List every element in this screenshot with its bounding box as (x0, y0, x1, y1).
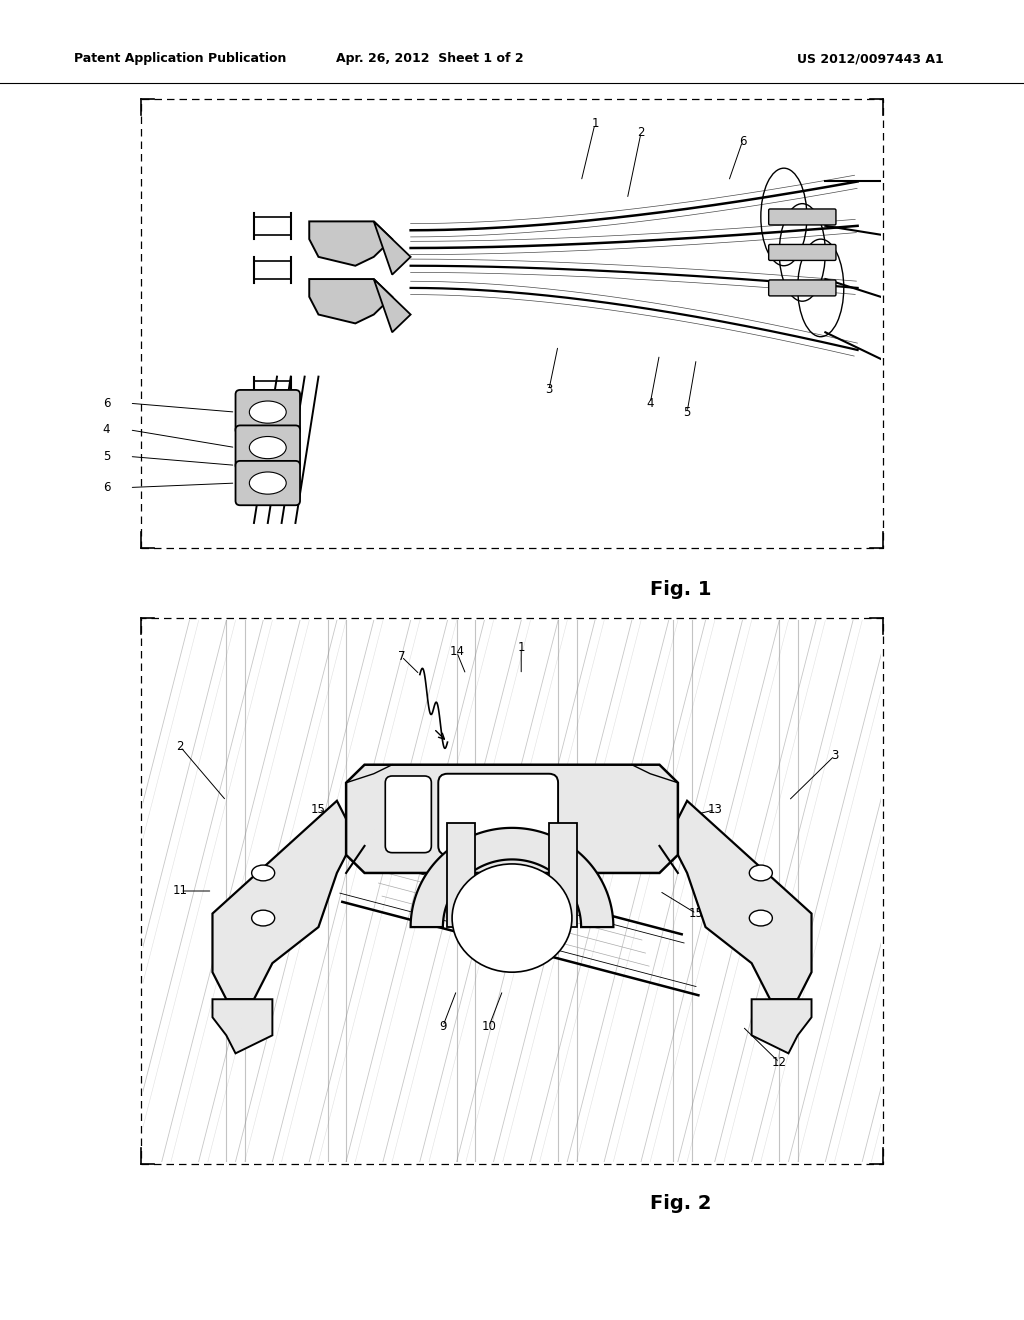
FancyBboxPatch shape (769, 244, 836, 260)
Polygon shape (447, 824, 475, 927)
Text: 15: 15 (689, 907, 703, 920)
Polygon shape (411, 828, 613, 927)
Polygon shape (309, 222, 392, 265)
FancyBboxPatch shape (236, 389, 300, 434)
Ellipse shape (750, 911, 772, 925)
Polygon shape (669, 801, 811, 999)
Text: 4: 4 (646, 397, 654, 409)
Ellipse shape (453, 863, 571, 972)
Ellipse shape (250, 401, 287, 424)
Text: 5: 5 (102, 450, 111, 463)
Polygon shape (752, 999, 811, 1053)
Polygon shape (213, 801, 355, 999)
Polygon shape (346, 801, 365, 855)
Text: 9: 9 (439, 1020, 446, 1032)
Text: 2: 2 (176, 741, 184, 754)
Text: 1: 1 (591, 117, 599, 131)
Text: 3: 3 (545, 383, 553, 396)
Text: Fig. 2: Fig. 2 (650, 1195, 712, 1213)
Bar (141, 618, 883, 1164)
Text: 15: 15 (311, 804, 326, 816)
Text: Patent Application Publication: Patent Application Publication (74, 53, 286, 65)
Ellipse shape (252, 911, 274, 925)
Text: 6: 6 (102, 480, 111, 494)
Text: 13: 13 (708, 804, 722, 816)
FancyBboxPatch shape (385, 776, 431, 853)
FancyBboxPatch shape (236, 461, 300, 506)
Polygon shape (213, 999, 272, 1053)
FancyBboxPatch shape (236, 425, 300, 470)
Text: Apr. 26, 2012  Sheet 1 of 2: Apr. 26, 2012 Sheet 1 of 2 (336, 53, 524, 65)
Polygon shape (346, 764, 678, 873)
Polygon shape (374, 279, 411, 333)
Text: US 2012/0097443 A1: US 2012/0097443 A1 (797, 53, 944, 65)
Polygon shape (659, 801, 678, 855)
Text: 6: 6 (102, 397, 111, 409)
Text: 1: 1 (517, 642, 525, 653)
Text: 10: 10 (481, 1020, 497, 1032)
Ellipse shape (750, 865, 772, 880)
Bar (141, 99, 883, 548)
Text: 11: 11 (173, 884, 187, 898)
Text: 3: 3 (830, 750, 839, 762)
Ellipse shape (250, 437, 287, 458)
Polygon shape (309, 279, 392, 323)
Text: 4: 4 (102, 424, 111, 437)
Text: 8: 8 (545, 776, 553, 789)
Ellipse shape (250, 473, 287, 494)
Text: 2: 2 (637, 127, 645, 139)
Text: 6: 6 (738, 135, 746, 148)
Polygon shape (549, 824, 577, 927)
Text: 12: 12 (772, 1056, 786, 1069)
Text: 5: 5 (683, 405, 691, 418)
Text: Fig. 1: Fig. 1 (650, 579, 712, 599)
FancyBboxPatch shape (769, 209, 836, 224)
Text: 7: 7 (397, 649, 406, 663)
Polygon shape (374, 222, 411, 275)
FancyBboxPatch shape (769, 280, 836, 296)
FancyBboxPatch shape (438, 774, 558, 855)
Text: 14: 14 (450, 645, 464, 659)
Ellipse shape (252, 865, 274, 880)
